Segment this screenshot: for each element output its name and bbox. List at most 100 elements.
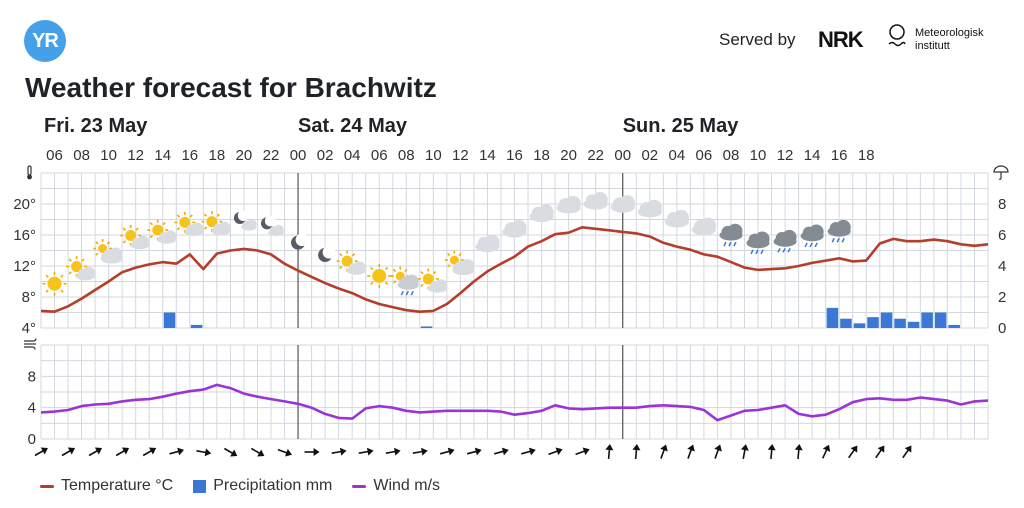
wind-direction-arrow-icon [632, 444, 641, 460]
hour-tick-label: 12 [452, 147, 469, 164]
wind-direction-arrow-icon [169, 447, 185, 456]
hour-tick-label: 20 [236, 147, 253, 164]
legend-precipitation-swatch [193, 479, 207, 493]
sun-cloud-icon [336, 250, 366, 275]
temperature-axis-tick: 20° [13, 196, 36, 213]
precipitation-bar [907, 321, 920, 328]
wind-direction-arrow-icon [605, 444, 614, 460]
wind-direction-arrow-icon [575, 447, 590, 456]
sun-cloud-icon [147, 219, 177, 244]
hour-tick-label: 00 [614, 147, 631, 164]
chart-legend: Temperature °C Precipitation mm Wind m/s [40, 476, 460, 496]
precipitation-bar [894, 318, 906, 328]
wind-direction-arrow-icon [794, 444, 803, 460]
rain-cloud-icon [800, 224, 824, 248]
wind-direction-arrow-icon [821, 444, 831, 459]
wind-direction-arrow-icon [34, 447, 48, 457]
hour-tick-label: 16 [181, 147, 198, 164]
sun-cloud-icon [417, 268, 447, 293]
precipitation-bar [420, 326, 433, 328]
wind-direction-arrow-icon [902, 445, 912, 459]
hour-tick-label: 22 [263, 147, 280, 164]
wind-direction-arrow-icon [521, 447, 536, 456]
precipitation-axis-tick: 8 [998, 196, 1006, 213]
hour-tick-label: 14 [154, 147, 171, 164]
legend-precipitation[interactable]: Precipitation mm [193, 477, 332, 495]
wind-direction-arrow-icon [740, 444, 749, 460]
wind-direction-arrow-icon [304, 448, 320, 456]
rain-cloud-icon [746, 231, 770, 255]
wind-direction-arrow-icon [61, 447, 75, 457]
wind-direction-arrow-icon [439, 447, 455, 456]
hour-tick-label: 10 [100, 147, 117, 164]
page-title: Weather forecast for Brachwitz [25, 72, 437, 103]
precipitation-bar [853, 323, 866, 328]
wind-line [40, 383, 989, 422]
legend-temperature[interactable]: Temperature °C [40, 477, 173, 495]
legend-wind-swatch [352, 484, 367, 488]
legend-wind[interactable]: Wind m/s [352, 477, 440, 495]
hour-tick-label: 16 [506, 147, 523, 164]
header: YR Served by NRK Meteorologisk institutt [0, 0, 1024, 70]
temperature-axis-tick: 16° [13, 227, 36, 244]
cloud-icon [610, 195, 635, 213]
hour-tick-label: 18 [209, 147, 226, 164]
hour-tick-label: 06 [371, 147, 388, 164]
wind-direction-arrow-icon [277, 448, 293, 457]
day-label: Sat. 24 May [298, 115, 408, 137]
precipitation-bar [163, 312, 176, 328]
nrk-logo[interactable]: NRK [818, 27, 864, 52]
legend-wind-label: Wind m/s [373, 477, 441, 494]
hour-tick-label: 10 [750, 147, 767, 164]
temperature-axis-tick: 8° [22, 289, 36, 306]
hour-tick-label: 14 [479, 147, 496, 164]
temperature-axis-tick: 4° [22, 320, 36, 337]
hour-tick-label: 14 [804, 147, 821, 164]
cloud-icon [529, 204, 554, 222]
precipitation-bar [190, 324, 203, 328]
partly-cloudy-icon [93, 239, 123, 264]
hour-tick-label: 00 [290, 147, 307, 164]
thermometer-icon [27, 165, 32, 180]
met-institute-logo[interactable]: Meteorologisk institutt [915, 27, 983, 53]
wind-direction-arrow-icon [223, 447, 238, 457]
precipitation-bar [880, 312, 893, 328]
hour-tick-label: 02 [641, 147, 658, 164]
precipitation-bar [826, 307, 839, 328]
wind-direction-arrow-icon [466, 447, 482, 456]
hour-tick-label: 16 [831, 147, 848, 164]
hour-tick-label: 04 [668, 147, 685, 164]
hour-tick-label: 06 [46, 147, 63, 164]
hour-tick-label: 04 [344, 147, 361, 164]
cloud-icon [556, 195, 581, 214]
cloud-icon [475, 234, 500, 253]
sun-cloud-rain-icon [390, 266, 419, 296]
wind-direction-arrow-icon [412, 447, 428, 456]
precipitation-axis-tick: 4 [998, 258, 1006, 275]
moon-icon [291, 233, 309, 250]
yr-logo[interactable]: YR [24, 20, 66, 62]
wind-axis-tick: 0 [28, 431, 36, 448]
hour-tick-label: 22 [587, 147, 604, 164]
wind-direction-arrow-icon [115, 447, 130, 457]
hour-tick-label: 18 [858, 147, 875, 164]
wind-direction-arrow-icon [358, 447, 374, 456]
cloud-icon [502, 219, 527, 238]
hour-tick-label: 18 [533, 147, 550, 164]
sun-cloud-icon [201, 211, 231, 236]
wind-direction-arrow-icon [385, 447, 401, 456]
hour-tick-label: 08 [398, 147, 415, 164]
legend-temperature-label: Temperature °C [61, 477, 174, 494]
wind-direction-arrow-icon [142, 447, 157, 457]
temperature-axis-tick: 12° [13, 258, 36, 275]
precipitation-axis-tick: 2 [998, 289, 1006, 306]
wind-direction-arrow-icon [250, 447, 265, 457]
hour-tick-label: 10 [425, 147, 442, 164]
wind-direction-arrow-icon [875, 445, 885, 459]
wind-icon [24, 338, 37, 350]
rain-cloud-icon [827, 219, 851, 243]
hour-tick-label: 08 [723, 147, 740, 164]
wind-direction-arrow-icon [767, 444, 776, 460]
wind-direction-arrow-icon [660, 444, 668, 459]
